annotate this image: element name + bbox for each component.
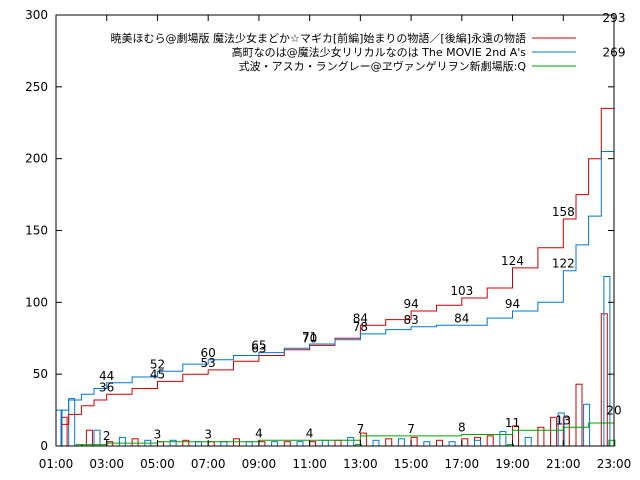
x-tick-label-9: 19:00 [495, 457, 530, 471]
point-label-nanoha-0: 44 [99, 369, 114, 383]
point-label-eva-8: 11 [505, 416, 520, 430]
y-tick-label-0: 0 [40, 439, 48, 453]
point-label-nanoha-4: 71 [302, 330, 317, 344]
y-tick-label-4: 200 [25, 152, 48, 166]
point-labels: 3645536370849410312415829344526065717883… [99, 11, 625, 443]
point-label-nanoha-3: 65 [251, 339, 266, 353]
point-label-madoka-1: 45 [150, 367, 165, 381]
series-line-madoka [56, 25, 615, 447]
point-label-eva-4: 4 [306, 426, 314, 440]
legend-label-nanoha: 高町なのは@魔法少女リリカルなのは The MOVIE 2nd A's [232, 45, 527, 59]
x-tick-label-0: 01:00 [39, 457, 74, 471]
x-tick-label-6: 13:00 [343, 457, 378, 471]
point-label-madoka-2: 53 [201, 356, 216, 370]
axes: 0 50 100 150 200 250 300 01:00 03:00 05:00 07:00 09… [25, 8, 631, 471]
x-tick-label-5: 11:00 [292, 457, 327, 471]
point-label-nanoha-2: 60 [201, 346, 216, 360]
x-tick-label-10: 21:00 [546, 457, 581, 471]
point-label-madoka-7: 103 [450, 284, 473, 298]
series-line-nanoha [56, 59, 615, 447]
point-label-nanoha-5: 78 [353, 320, 368, 334]
y-tick-label-3: 150 [25, 224, 48, 238]
point-label-eva-7: 8 [458, 421, 466, 435]
point-label-madoka-3: 63 [251, 342, 266, 356]
x-tick-label-11: 23:00 [597, 457, 632, 471]
point-label-nanoha-1: 52 [150, 357, 165, 371]
x-tick-label-2: 05:00 [140, 457, 175, 471]
point-label-madoka-6: 94 [403, 297, 418, 311]
point-label-eva-3: 4 [255, 426, 263, 440]
y-tick-label-6: 300 [25, 8, 48, 22]
point-label-eva-5: 7 [357, 422, 365, 436]
point-label-nanoha-9: 122 [552, 257, 575, 271]
x-tick-label-7: 15:00 [394, 457, 429, 471]
x-tick-label-1: 03:00 [89, 457, 124, 471]
point-label-eva-9: 13 [556, 413, 571, 427]
point-label-eva-2: 3 [204, 428, 212, 442]
y-tick-label-1: 50 [33, 367, 48, 381]
point-label-nanoha-8: 94 [505, 297, 520, 311]
legend-label-eva: 式波・アスカ・ラングレー@ヱヴァンゲリヲン新劇場版:Q [239, 59, 527, 73]
legend-label-madoka: 暁美ほむら@劇場版 魔法少女まどか☆マギカ[前編]始まりの物語／[後編]永遠の物… [110, 31, 526, 45]
point-label-eva-0: 2 [103, 429, 111, 443]
point-label-madoka-5: 84 [353, 311, 368, 325]
point-label-nanoha-6: 83 [403, 313, 418, 327]
point-label-madoka-0: 36 [99, 380, 114, 394]
x-tick-label-3: 07:00 [191, 457, 226, 471]
y-tick-label-5: 250 [25, 80, 48, 94]
point-label-madoka-8: 124 [501, 254, 524, 268]
x-tick-label-8: 17:00 [445, 457, 480, 471]
point-label-nanoha-7: 84 [454, 311, 469, 325]
point-label-madoka-4: 70 [302, 331, 317, 345]
x-tick-label-4: 09:00 [242, 457, 277, 471]
legend: 暁美ほむら@劇場版 魔法少女まどか☆マギカ[前編]始まりの物語／[後編]永遠の物… [110, 31, 576, 73]
point-label-eva-1: 3 [154, 428, 162, 442]
y-tick-label-2: 100 [25, 295, 48, 309]
point-label-madoka-9: 158 [552, 205, 575, 219]
point-label-eva-6: 7 [407, 422, 415, 436]
